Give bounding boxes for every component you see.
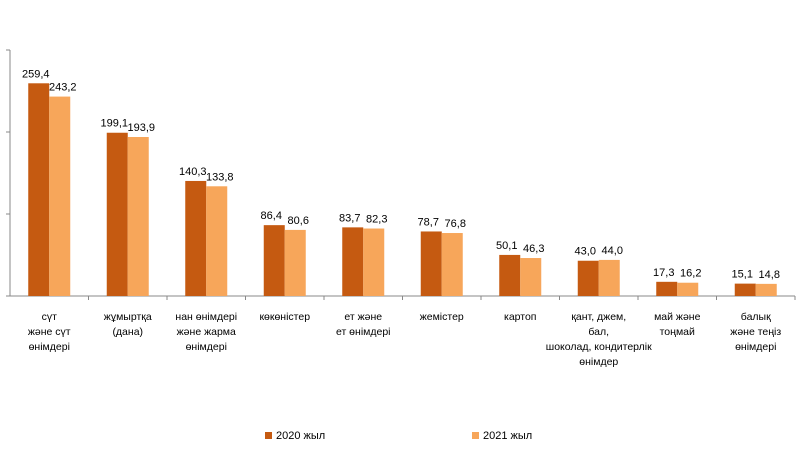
x-tick-label: ет және ет өнімдері bbox=[335, 311, 391, 338]
bar bbox=[284, 229, 306, 296]
legend-swatch bbox=[472, 432, 479, 439]
value-label: 43,0 bbox=[575, 246, 596, 258]
value-label: 15,1 bbox=[732, 269, 753, 281]
x-tick-label: картоп bbox=[504, 311, 537, 323]
value-label: 83,7 bbox=[339, 212, 360, 224]
bar bbox=[28, 83, 50, 297]
legend-label: 2020 жыл bbox=[276, 430, 325, 442]
value-label: 133,8 bbox=[206, 171, 234, 183]
x-tick-label: май және тоңмай bbox=[654, 311, 701, 338]
value-label: 14,8 bbox=[759, 269, 780, 281]
bar bbox=[734, 283, 756, 296]
bar bbox=[441, 233, 463, 296]
x-tick-label: сүт және сүт өнімдері bbox=[27, 311, 71, 353]
bar bbox=[420, 231, 442, 296]
value-label: 78,7 bbox=[418, 216, 439, 228]
legend-swatch bbox=[265, 432, 272, 439]
bar bbox=[263, 225, 285, 296]
value-label: 259,4 bbox=[22, 68, 50, 80]
bar bbox=[755, 283, 777, 296]
value-label: 44,0 bbox=[602, 245, 623, 257]
bar bbox=[598, 259, 620, 296]
bar bbox=[520, 258, 542, 296]
x-tick-label: балық және теңіз өнімдері bbox=[730, 311, 782, 353]
value-label: 193,9 bbox=[127, 122, 155, 134]
legend-label: 2021 жыл bbox=[483, 430, 532, 442]
x-tick-label: қант, джем, бал, шоколад, кондитерлік өн… bbox=[545, 311, 652, 368]
bar bbox=[656, 281, 678, 296]
bar bbox=[499, 254, 521, 296]
value-label: 140,3 bbox=[179, 166, 207, 178]
bar bbox=[49, 96, 71, 297]
bar bbox=[677, 282, 699, 296]
value-label: 46,3 bbox=[523, 243, 544, 255]
x-tick-label: көкөністер bbox=[259, 311, 311, 323]
value-label: 86,4 bbox=[261, 210, 282, 222]
value-label: 82,3 bbox=[366, 214, 387, 226]
value-label: 76,8 bbox=[445, 218, 466, 230]
value-label: 80,6 bbox=[288, 215, 309, 227]
bar bbox=[577, 260, 599, 296]
value-label: 17,3 bbox=[653, 267, 674, 279]
value-label: 243,2 bbox=[49, 82, 77, 94]
bar bbox=[185, 180, 207, 296]
bar bbox=[342, 227, 364, 296]
bar bbox=[106, 132, 128, 296]
value-label: 50,1 bbox=[496, 240, 517, 252]
x-tick-label: жұмыртқа (дана) bbox=[103, 311, 152, 338]
bar bbox=[206, 186, 228, 296]
value-label: 199,1 bbox=[100, 118, 128, 130]
bar bbox=[127, 137, 149, 296]
bar bbox=[363, 228, 385, 296]
value-label: 16,2 bbox=[680, 268, 701, 280]
x-tick-label: нан өнімдері және жарма өнімдері bbox=[175, 311, 238, 353]
x-tick-label: жемістер bbox=[419, 311, 464, 323]
